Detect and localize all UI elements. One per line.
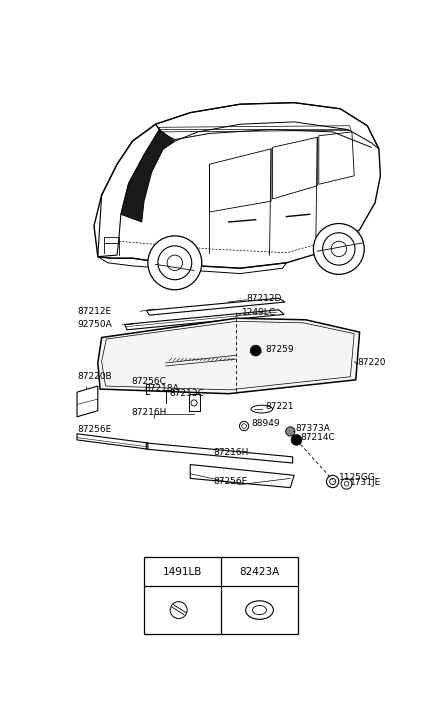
Text: 1249LC: 1249LC bbox=[241, 308, 275, 318]
Text: 87212D: 87212D bbox=[246, 294, 281, 303]
Text: 1731JE: 1731JE bbox=[349, 478, 380, 487]
Circle shape bbox=[250, 345, 260, 356]
Text: 87256E: 87256E bbox=[213, 477, 247, 486]
Text: 87214C: 87214C bbox=[299, 433, 334, 442]
Text: 87259: 87259 bbox=[264, 345, 293, 353]
Text: 87256C: 87256C bbox=[131, 377, 165, 386]
Circle shape bbox=[285, 427, 294, 436]
Text: 87216H: 87216H bbox=[131, 408, 166, 417]
Text: 1491LB: 1491LB bbox=[162, 566, 202, 577]
Circle shape bbox=[148, 236, 201, 290]
Text: 87220: 87220 bbox=[356, 358, 385, 367]
Text: 87256E: 87256E bbox=[77, 425, 111, 435]
Text: 87220B: 87220B bbox=[77, 372, 112, 381]
Text: 87216H: 87216H bbox=[213, 448, 248, 457]
Text: 1125GG: 1125GG bbox=[338, 473, 375, 482]
Circle shape bbox=[239, 422, 248, 430]
Text: 87373A: 87373A bbox=[295, 424, 330, 433]
Text: 87218A: 87218A bbox=[144, 384, 178, 393]
Circle shape bbox=[326, 475, 338, 488]
Text: 87213C: 87213C bbox=[169, 389, 204, 398]
Text: 87212E: 87212E bbox=[77, 307, 111, 316]
Polygon shape bbox=[98, 318, 359, 394]
Circle shape bbox=[312, 223, 363, 274]
Text: 82423A: 82423A bbox=[239, 566, 279, 577]
Polygon shape bbox=[121, 129, 174, 222]
Circle shape bbox=[340, 478, 351, 489]
Text: 87221: 87221 bbox=[264, 402, 293, 411]
Text: 92750A: 92750A bbox=[77, 320, 112, 329]
Text: 88949: 88949 bbox=[251, 419, 280, 428]
Circle shape bbox=[290, 435, 301, 446]
